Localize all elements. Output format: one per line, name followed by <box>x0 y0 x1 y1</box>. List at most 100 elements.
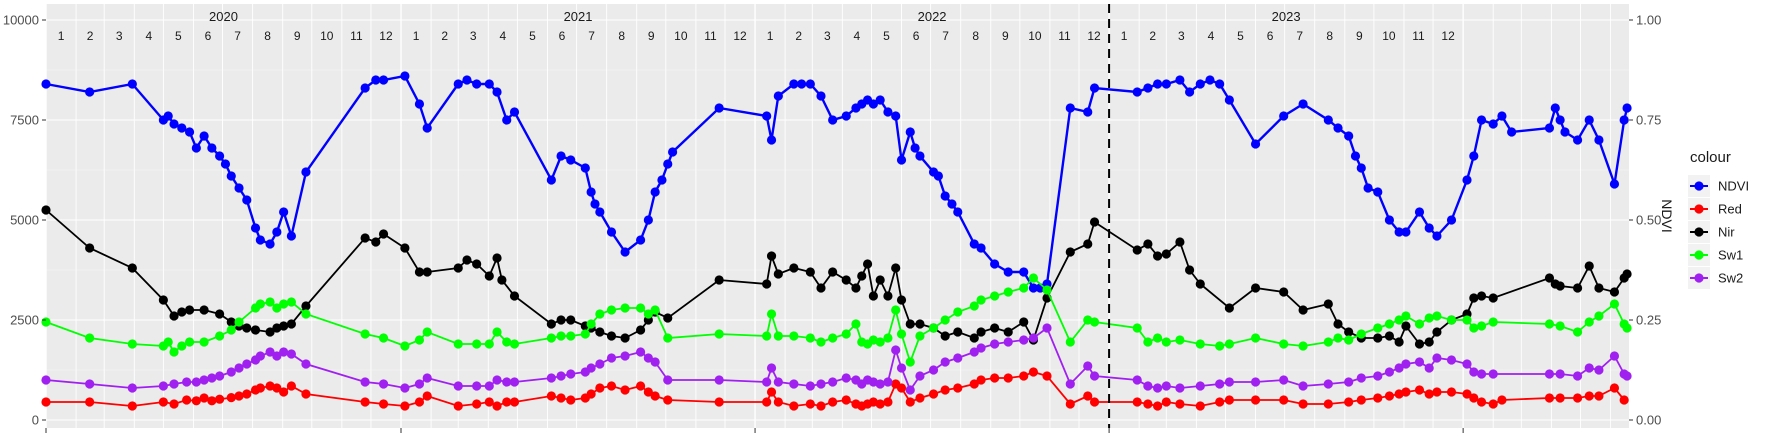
data-point <box>1384 331 1395 341</box>
data-point <box>635 347 646 357</box>
data-point <box>556 393 566 403</box>
data-point <box>502 115 512 125</box>
data-point <box>566 155 576 165</box>
data-point <box>1414 319 1425 329</box>
data-point <box>272 227 282 237</box>
data-point <box>620 247 630 257</box>
data-point <box>773 397 783 407</box>
month-label: 11 <box>1058 29 1071 43</box>
data-point <box>556 315 566 325</box>
data-point <box>1544 393 1555 403</box>
data-point <box>556 371 566 381</box>
data-point <box>1572 283 1583 293</box>
data-point <box>1019 371 1029 381</box>
data-point <box>414 267 425 277</box>
data-point <box>1572 371 1583 381</box>
data-point <box>714 103 724 113</box>
data-point <box>1488 293 1498 303</box>
data-point <box>509 377 520 387</box>
data-point <box>773 331 783 341</box>
data-point <box>1401 387 1411 397</box>
month-label: 6 <box>1267 29 1274 43</box>
data-point <box>566 369 576 379</box>
data-point <box>805 381 815 391</box>
legend-item-ndvi: NDVI <box>1688 175 1749 197</box>
series-layer <box>41 71 1632 411</box>
data-point <box>1401 227 1411 237</box>
data-point <box>360 329 370 339</box>
data-point <box>1594 311 1604 321</box>
data-point <box>1622 371 1632 381</box>
data-point <box>1594 283 1604 293</box>
data-point <box>990 259 1000 269</box>
data-point <box>969 301 979 311</box>
data-point <box>1476 369 1487 379</box>
data-point <box>556 331 566 341</box>
data-point <box>1152 401 1163 411</box>
data-point <box>663 333 673 343</box>
data-point <box>643 309 653 319</box>
data-point <box>1401 311 1411 321</box>
data-point <box>620 385 630 395</box>
left-tick-label: 7500 <box>10 113 39 128</box>
data-point <box>1279 375 1289 385</box>
data-point <box>1323 399 1333 409</box>
data-point <box>766 309 777 319</box>
data-point <box>714 397 724 407</box>
data-point <box>875 399 885 409</box>
data-point <box>953 307 963 317</box>
data-point <box>762 377 772 387</box>
data-point <box>472 259 482 269</box>
data-point <box>484 339 494 349</box>
data-point <box>546 373 556 383</box>
data-point <box>400 243 410 253</box>
data-point <box>1089 397 1100 407</box>
data-point <box>199 393 209 403</box>
month-label: 2 <box>1149 29 1156 43</box>
data-point <box>1323 337 1333 347</box>
data-point <box>272 303 282 313</box>
data-point <box>773 91 783 101</box>
data-point <box>158 397 168 407</box>
series-sw2 <box>41 323 1632 395</box>
data-point <box>226 325 236 335</box>
data-point <box>1215 379 1225 389</box>
right-tick-label: 0.50 <box>1636 213 1661 228</box>
x-axis <box>45 428 1464 433</box>
data-point <box>215 371 225 381</box>
data-point <box>378 75 389 85</box>
data-point <box>279 299 289 309</box>
data-point <box>1544 319 1555 329</box>
data-point <box>969 239 979 249</box>
data-point <box>1132 245 1142 255</box>
year-label: 2020 <box>209 9 238 24</box>
data-point <box>1224 303 1234 313</box>
data-point <box>1384 319 1395 329</box>
data-point <box>158 295 168 305</box>
data-point <box>85 87 95 97</box>
data-point <box>1432 311 1442 321</box>
data-point <box>762 331 772 341</box>
data-point <box>1424 337 1434 347</box>
data-point <box>1344 377 1354 387</box>
data-point <box>816 283 826 293</box>
data-point <box>933 171 943 181</box>
data-point <box>1584 391 1594 401</box>
data-point <box>586 187 596 197</box>
legend-label: Red <box>1718 202 1742 217</box>
data-point <box>883 333 893 343</box>
left-tick-label: 2500 <box>10 313 39 328</box>
data-point <box>635 325 646 335</box>
data-point <box>1544 273 1555 283</box>
data-point <box>184 337 195 347</box>
data-point <box>265 297 275 307</box>
data-point <box>242 323 252 333</box>
data-point <box>1356 329 1366 339</box>
data-point <box>1469 393 1479 403</box>
data-point <box>566 395 576 405</box>
data-point <box>1161 337 1171 347</box>
data-point <box>1003 373 1013 383</box>
data-point <box>1065 247 1075 257</box>
data-point <box>85 333 95 343</box>
data-point <box>896 295 907 305</box>
